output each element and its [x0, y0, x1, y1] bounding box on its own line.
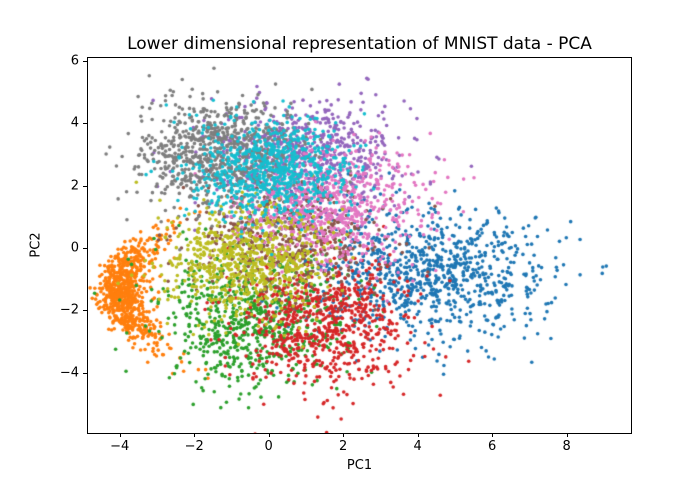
y-axis-label: PC2 [28, 232, 44, 258]
y-tick-mark [83, 372, 87, 374]
x-tick-mark [492, 433, 494, 437]
y-tick-label: 2 [70, 178, 79, 194]
x-tick-label: 6 [488, 439, 497, 454]
x-tick-label: −4 [110, 439, 130, 454]
x-tick-label: −2 [184, 439, 204, 454]
x-tick-label: 2 [339, 439, 348, 454]
x-tick-label: 8 [562, 439, 571, 454]
x-tick-mark [343, 433, 345, 437]
y-tick-mark [83, 310, 87, 312]
x-axis-label: PC1 [346, 458, 373, 473]
x-tick-label: 4 [413, 439, 422, 454]
x-tick-mark [194, 433, 196, 437]
y-tick-label: 4 [70, 115, 79, 131]
y-tick-mark [83, 185, 87, 187]
y-tick-label: 6 [70, 53, 79, 69]
x-tick-mark [566, 433, 568, 437]
y-tick-mark [83, 248, 87, 250]
x-tick-mark [119, 433, 121, 437]
plot-area [87, 57, 632, 434]
y-tick-label: −4 [59, 365, 79, 381]
y-tick-mark [83, 61, 87, 63]
x-tick-mark [417, 433, 419, 437]
chart-title: Lower dimensional representation of MNIS… [127, 34, 592, 54]
y-tick-label: 0 [70, 240, 79, 256]
x-tick-mark [268, 433, 270, 437]
scatter-canvas [88, 58, 631, 433]
x-tick-label: 0 [264, 439, 273, 454]
y-tick-label: −2 [59, 302, 79, 318]
y-tick-mark [83, 123, 87, 125]
